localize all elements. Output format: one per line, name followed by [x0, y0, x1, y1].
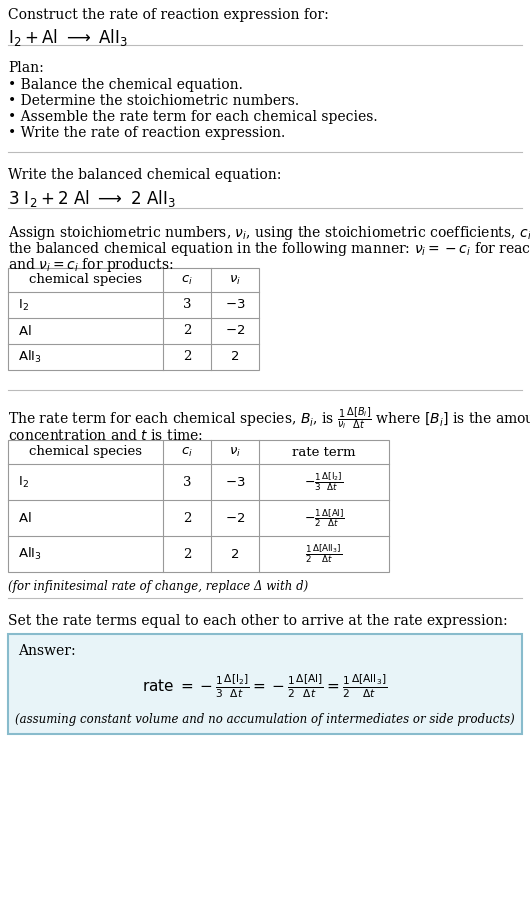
Text: 2: 2	[183, 511, 191, 524]
Text: • Balance the chemical equation.: • Balance the chemical equation.	[8, 78, 243, 92]
Text: The rate term for each chemical species, $B_i$, is $\frac{1}{\nu_i}\frac{\Delta[: The rate term for each chemical species,…	[8, 406, 530, 432]
Text: concentration and $t$ is time:: concentration and $t$ is time:	[8, 428, 203, 443]
Text: $\nu_i$: $\nu_i$	[229, 446, 241, 459]
Text: $c_i$: $c_i$	[181, 446, 193, 459]
Text: and $\nu_i = c_i$ for products:: and $\nu_i = c_i$ for products:	[8, 256, 173, 274]
Text: $\mathrm{AlI_3}$: $\mathrm{AlI_3}$	[18, 349, 42, 365]
Text: $\mathrm{I_2 + Al \ \longrightarrow \ AlI_3}$: $\mathrm{I_2 + Al \ \longrightarrow \ Al…	[8, 27, 128, 48]
Text: • Write the rate of reaction expression.: • Write the rate of reaction expression.	[8, 126, 285, 140]
Text: the balanced chemical equation in the following manner: $\nu_i = -c_i$ for react: the balanced chemical equation in the fo…	[8, 240, 530, 258]
Text: Plan:: Plan:	[8, 61, 44, 75]
Text: $-3$: $-3$	[225, 298, 245, 311]
Bar	[8, 440, 389, 572]
Text: $2$: $2$	[231, 350, 240, 363]
Text: $\mathrm{I_2}$: $\mathrm{I_2}$	[18, 298, 29, 312]
Text: rate term: rate term	[292, 446, 356, 459]
Text: 2: 2	[183, 325, 191, 338]
Text: Construct the rate of reaction expression for:: Construct the rate of reaction expressio…	[8, 8, 329, 22]
Text: 3: 3	[183, 476, 191, 489]
Text: $\mathrm{AlI_3}$: $\mathrm{AlI_3}$	[18, 546, 42, 562]
Text: $-2$: $-2$	[225, 325, 245, 338]
Text: $-\frac{1}{3}\frac{\Delta[\mathrm{I_2}]}{\Delta t}$: $-\frac{1}{3}\frac{\Delta[\mathrm{I_2}]}…	[304, 470, 343, 493]
Text: 3: 3	[183, 298, 191, 311]
Text: $2$: $2$	[231, 548, 240, 561]
Text: $\mathrm{Al}$: $\mathrm{Al}$	[18, 511, 32, 525]
Text: Set the rate terms equal to each other to arrive at the rate expression:: Set the rate terms equal to each other t…	[8, 614, 508, 628]
Text: $-3$: $-3$	[225, 476, 245, 489]
Text: Answer:: Answer:	[18, 644, 76, 658]
Text: (assuming constant volume and no accumulation of intermediates or side products): (assuming constant volume and no accumul…	[15, 713, 515, 726]
Text: $c_i$: $c_i$	[181, 273, 193, 287]
Text: Write the balanced chemical equation:: Write the balanced chemical equation:	[8, 168, 281, 182]
Text: $\nu_i$: $\nu_i$	[229, 273, 241, 287]
Text: 2: 2	[183, 350, 191, 363]
Bar	[8, 268, 259, 370]
Text: • Assemble the rate term for each chemical species.: • Assemble the rate term for each chemic…	[8, 110, 377, 124]
Text: (for infinitesimal rate of change, replace Δ with d): (for infinitesimal rate of change, repla…	[8, 580, 308, 593]
FancyBboxPatch shape	[8, 634, 522, 734]
Text: Assign stoichiometric numbers, $\nu_i$, using the stoichiometric coefficients, $: Assign stoichiometric numbers, $\nu_i$, …	[8, 224, 530, 242]
Text: chemical species: chemical species	[29, 446, 142, 459]
Text: $\mathrm{I_2}$: $\mathrm{I_2}$	[18, 474, 29, 490]
Text: • Determine the stoichiometric numbers.: • Determine the stoichiometric numbers.	[8, 94, 299, 108]
Text: $\mathrm{3\ I_2 + 2\ Al \ \longrightarrow \ 2\ AlI_3}$: $\mathrm{3\ I_2 + 2\ Al \ \longrightarro…	[8, 188, 176, 209]
Text: $-\frac{1}{2}\frac{\Delta[\mathrm{Al}]}{\Delta t}$: $-\frac{1}{2}\frac{\Delta[\mathrm{Al}]}{…	[304, 507, 345, 529]
Text: 2: 2	[183, 548, 191, 561]
Text: $-2$: $-2$	[225, 511, 245, 524]
Text: chemical species: chemical species	[29, 274, 142, 287]
Text: rate $= -\frac{1}{3}\frac{\Delta[\mathrm{I_2}]}{\Delta t} = -\frac{1}{2}\frac{\D: rate $= -\frac{1}{3}\frac{\Delta[\mathrm…	[142, 672, 388, 700]
Text: $\frac{1}{2}\frac{\Delta[\mathrm{AlI_3}]}{\Delta t}$: $\frac{1}{2}\frac{\Delta[\mathrm{AlI_3}]…	[305, 542, 342, 565]
Text: $\mathrm{Al}$: $\mathrm{Al}$	[18, 324, 32, 338]
